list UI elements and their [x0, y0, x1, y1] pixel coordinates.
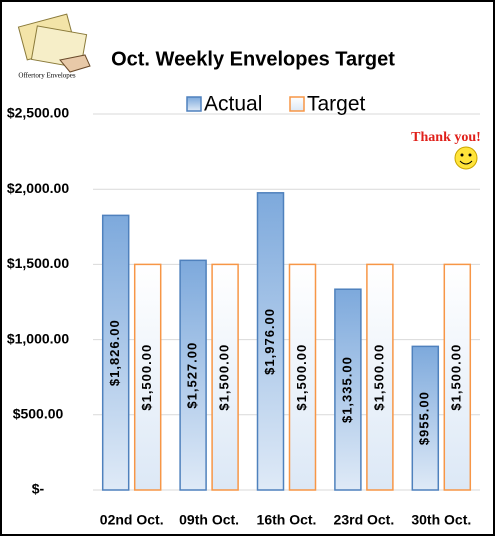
y-tick-label: $500.00: [13, 406, 64, 422]
value-label: $1,500.00: [371, 344, 386, 411]
y-tick-label: $1,000.00: [7, 330, 69, 346]
chart-title: Oct. Weekly Envelopes Target: [111, 48, 395, 70]
value-label: $1,500.00: [449, 344, 464, 411]
x-tick-label: 30th Oct.: [411, 512, 471, 528]
x-tick-label: 09th Oct.: [179, 512, 239, 528]
value-label: $955.00: [417, 391, 432, 445]
value-label: $1,500.00: [139, 344, 154, 411]
annotation: Thank you!: [411, 130, 481, 145]
legend-label: Target: [307, 93, 366, 116]
chart: Offertory Envelopes Oct. Weekly Envelope…: [0, 0, 495, 536]
legend-swatch: [187, 97, 201, 111]
value-label: $1,826.00: [107, 319, 122, 386]
value-label: $1,500.00: [294, 344, 309, 411]
legend-swatch: [290, 97, 304, 111]
x-tick-label: 02nd Oct.: [100, 512, 164, 528]
y-tick-label: $2,000.00: [7, 180, 69, 196]
value-label: $1,527.00: [185, 342, 200, 409]
y-tick-label: $-: [32, 481, 45, 497]
value-label: $1,335.00: [339, 356, 354, 423]
x-tick-label: 23rd Oct.: [334, 512, 395, 528]
y-tick-label: $1,500.00: [7, 255, 69, 271]
x-tick-label: 16th Oct.: [257, 512, 317, 528]
value-label: $1,500.00: [217, 344, 232, 411]
icon-label: Offertory Envelopes: [18, 72, 75, 80]
y-tick-label: $2,500.00: [7, 105, 69, 121]
value-label: $1,976.00: [262, 308, 277, 375]
legend-label: Actual: [204, 93, 262, 116]
